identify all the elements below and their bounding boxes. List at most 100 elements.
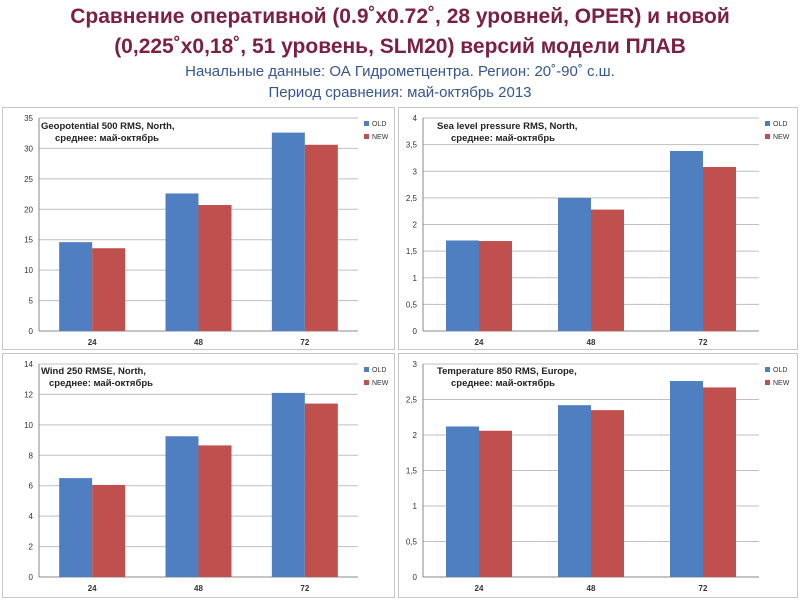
x-tick-label: 72 xyxy=(699,584,708,593)
legend-label: NEW xyxy=(372,380,389,387)
y-tick-label: 10 xyxy=(24,266,33,275)
legend-label: OLD xyxy=(372,121,386,128)
y-tick-label: 5 xyxy=(29,297,34,306)
legend-label: NEW xyxy=(773,380,790,387)
bar-new-24 xyxy=(92,484,126,577)
x-tick-label: 48 xyxy=(194,338,203,347)
x-tick-label: 24 xyxy=(88,584,97,593)
chart-svg: 0 5 10 15 20 25 30 35 24 48 72 OLD NEW xyxy=(24,114,389,347)
bar-old-24 xyxy=(446,240,479,331)
x-tick-label: 24 xyxy=(88,338,97,347)
chart-panel-temperature: Temperature 850 RMS, Europe, среднее: ма… xyxy=(398,353,798,598)
legend-swatch xyxy=(765,367,770,372)
bar-old-48 xyxy=(558,197,591,331)
bar-new-72 xyxy=(304,403,338,577)
chart-title-line-1: Wind 250 RMSE, North, xyxy=(41,366,146,377)
bar-old-24 xyxy=(446,426,479,577)
y-tick-label: 10 xyxy=(24,421,33,430)
y-tick-label: 0 xyxy=(29,573,34,582)
bar-old-48 xyxy=(165,436,199,577)
chart-title: Wind 250 RMSE, North, среднее: май-октяб… xyxy=(41,366,153,390)
chart-title-line-1: Temperature 850 RMS, Europe, xyxy=(437,366,577,377)
y-tick-label: 1,5 xyxy=(406,247,418,256)
x-tick-label: 72 xyxy=(300,584,309,593)
chart-title-line-2: среднее: май-октябрь xyxy=(451,378,555,389)
chart-title-line-2: среднее: май-октябрь xyxy=(451,133,555,144)
bar-old-24 xyxy=(59,478,93,577)
x-tick-label: 48 xyxy=(194,584,203,593)
legend-swatch xyxy=(364,134,369,139)
x-tick-label: 72 xyxy=(699,338,708,347)
y-tick-label: 35 xyxy=(24,114,33,123)
y-tick-label: 0 xyxy=(413,327,418,336)
legend-label: NEW xyxy=(773,134,790,141)
chart-panel-wind: Wind 250 RMSE, North, среднее: май-октяб… xyxy=(2,353,395,598)
legend-swatch xyxy=(765,380,770,385)
y-tick-label: 2 xyxy=(413,431,418,440)
y-tick-label: 8 xyxy=(29,451,34,460)
chart-title-line-2: среднее: май-октябрь xyxy=(49,378,153,389)
x-tick-label: 48 xyxy=(587,584,596,593)
legend-swatch xyxy=(364,121,369,126)
title-line-2: (0,225˚x0,18˚, 51 уровень, SLM20) версий… xyxy=(114,35,686,58)
bar-old-72 xyxy=(271,132,305,331)
bar-old-72 xyxy=(670,151,703,331)
chart-svg: 0 0,5 1 1,5 2 2,5 3 24 48 72 OLD NEW xyxy=(406,360,790,593)
bar-new-24 xyxy=(92,248,126,331)
bar-old-24 xyxy=(59,242,93,331)
y-tick-label: 3,5 xyxy=(406,141,418,150)
y-tick-label: 1,5 xyxy=(406,467,418,476)
y-tick-label: 0,5 xyxy=(406,538,418,547)
bar-new-48 xyxy=(591,410,624,577)
chart-title: Temperature 850 RMS, Europe, среднее: ма… xyxy=(437,366,577,390)
slide-title: Сравнение оперативной (0.9˚x0.72˚, 28 ур… xyxy=(0,2,800,62)
x-tick-label: 24 xyxy=(475,338,484,347)
chart-title-line-1: Geopotential 500 RMS, North, xyxy=(41,121,175,132)
subtitle-line-2: Период сравнения: май-октябрь 2013 xyxy=(268,84,532,101)
legend-swatch xyxy=(364,380,369,385)
bar-old-48 xyxy=(558,405,591,577)
bar-old-72 xyxy=(271,392,305,577)
legend-swatch xyxy=(364,367,369,372)
y-tick-label: 15 xyxy=(24,236,33,245)
y-tick-label: 6 xyxy=(29,482,34,491)
bar-new-48 xyxy=(591,209,624,331)
bar-new-72 xyxy=(304,144,338,331)
y-tick-label: 2 xyxy=(29,543,34,552)
legend-label: OLD xyxy=(773,367,787,374)
bar-new-24 xyxy=(479,430,512,577)
chart-svg: 0 0,5 1 1,5 2 2,5 3 3,5 4 24 48 72 OLD NEW xyxy=(406,114,790,347)
title-line-1: Сравнение оперативной (0.9˚x0.72˚, 28 ур… xyxy=(70,5,730,28)
y-tick-label: 0 xyxy=(413,573,418,582)
y-tick-label: 3 xyxy=(413,360,418,369)
x-tick-label: 72 xyxy=(300,338,309,347)
y-tick-label: 2,5 xyxy=(406,396,418,405)
legend-swatch xyxy=(765,121,770,126)
bar-old-48 xyxy=(165,193,199,331)
y-tick-label: 4 xyxy=(413,114,418,123)
bar-new-72 xyxy=(703,387,736,577)
y-tick-label: 30 xyxy=(24,144,33,153)
chart-title-line-2: среднее: май-октябрь xyxy=(55,133,159,144)
y-tick-label: 20 xyxy=(24,205,33,214)
chart-title: Sea level pressure RMS, North, среднее: … xyxy=(437,121,577,145)
y-tick-label: 2 xyxy=(413,221,418,230)
bar-new-48 xyxy=(198,445,232,577)
y-tick-label: 1 xyxy=(413,502,418,511)
chart-panel-geopotential: Geopotential 500 RMS, North, среднее: ма… xyxy=(2,107,395,350)
bar-new-48 xyxy=(198,205,232,331)
x-tick-label: 48 xyxy=(587,338,596,347)
subtitle-line-1: Начальные данные: ОА Гидрометцентра. Рег… xyxy=(185,63,615,80)
y-tick-label: 4 xyxy=(29,512,34,521)
y-tick-label: 0 xyxy=(29,327,34,336)
y-tick-label: 12 xyxy=(24,390,33,399)
y-tick-label: 14 xyxy=(24,360,33,369)
chart-title: Geopotential 500 RMS, North, среднее: ма… xyxy=(41,121,175,145)
y-tick-label: 3 xyxy=(413,167,418,176)
bar-new-24 xyxy=(479,241,512,331)
chart-title-line-1: Sea level pressure RMS, North, xyxy=(437,121,578,132)
legend-label: OLD xyxy=(372,367,386,374)
bar-new-72 xyxy=(703,166,736,331)
y-tick-label: 2,5 xyxy=(406,194,418,203)
